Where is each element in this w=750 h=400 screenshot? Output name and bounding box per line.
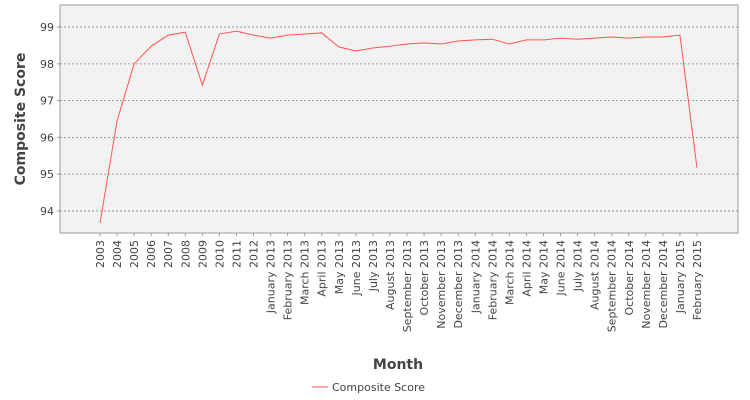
x-tick-label: July 2013 (367, 240, 380, 292)
x-tick-label: July 2014 (572, 240, 585, 292)
x-tick-label: 2010 (213, 240, 226, 268)
x-tick-label: November 2014 (640, 240, 653, 329)
x-tick-label: February 2015 (691, 240, 704, 320)
x-tick-label: June 2014 (555, 240, 568, 296)
x-tick-label: August 2013 (384, 240, 397, 310)
x-tick-label: 2011 (230, 240, 243, 268)
y-tick-label: 98 (40, 58, 54, 71)
y-tick-label: 97 (40, 95, 54, 108)
x-tick-label: 2006 (145, 240, 158, 268)
legend-label: Composite Score (332, 381, 425, 394)
x-tick-label: October 2014 (623, 240, 636, 316)
data-line (99, 30, 698, 224)
x-tick-label: December 2013 (452, 240, 465, 329)
x-tick-label: 2007 (162, 240, 175, 268)
y-tick-label: 95 (40, 168, 54, 181)
x-tick-label: 2003 (94, 240, 107, 268)
y-tick-label: 96 (40, 131, 54, 144)
x-tick-label: November 2013 (435, 240, 448, 329)
x-axis-title: Month (373, 357, 423, 373)
x-tick-label: January 2013 (265, 240, 278, 314)
x-tick-label: August 2014 (589, 240, 602, 310)
x-tick-label: February 2013 (282, 240, 295, 320)
plot-area (59, 4, 739, 234)
x-tick-label: December 2014 (657, 240, 670, 329)
x-tick-label: September 2013 (401, 240, 414, 332)
x-tick-label: March 2014 (503, 240, 516, 305)
x-tick-label: 2009 (196, 240, 209, 268)
y-tick-label: 99 (40, 21, 54, 34)
y-axis-title: Composite Score (13, 53, 29, 186)
x-tick-label: October 2013 (418, 240, 431, 316)
x-tick-label: September 2014 (606, 240, 619, 332)
x-tick-label: April 2013 (316, 240, 329, 297)
x-tick-label: March 2013 (299, 240, 312, 305)
x-tick-label: April 2014 (520, 240, 533, 297)
x-tick-label: 2012 (248, 240, 261, 268)
x-tick-label: May 2014 (537, 240, 550, 294)
x-tick-label: January 2015 (674, 240, 687, 314)
x-tick-label: May 2013 (333, 240, 346, 294)
x-tick-label: January 2014 (469, 240, 482, 314)
x-tick-label: 2008 (179, 240, 192, 268)
x-tick-label: June 2013 (350, 240, 363, 296)
y-tick-label: 94 (40, 205, 54, 218)
x-tick-label: 2004 (111, 240, 124, 268)
x-tick-label: 2005 (128, 240, 141, 268)
x-tick-label: February 2014 (486, 240, 499, 320)
